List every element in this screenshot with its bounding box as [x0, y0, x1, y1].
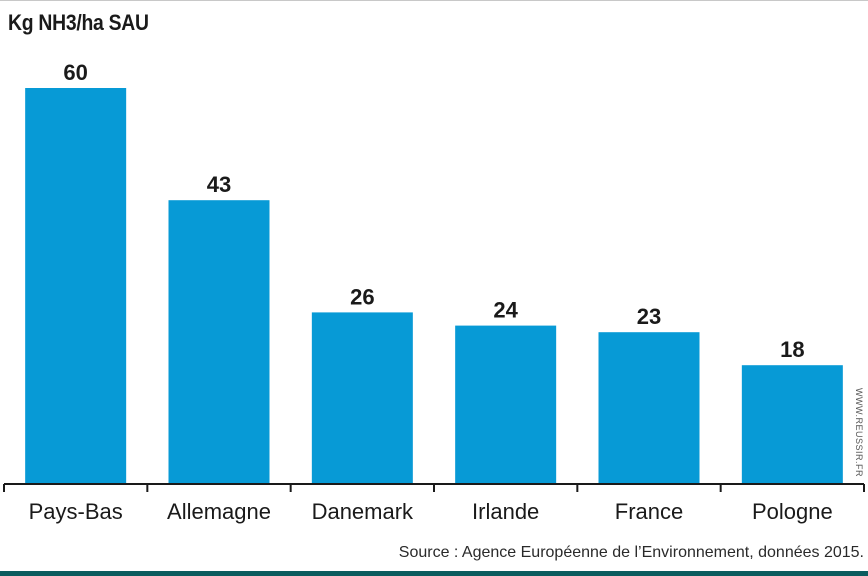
- bar-irlande: [455, 325, 557, 484]
- source-note: Source : Agence Européenne de l’Environn…: [398, 544, 864, 561]
- x-tick-label: France: [615, 499, 683, 524]
- x-tick-label: Irlande: [472, 499, 539, 524]
- y-axis-label: Kg NH3/ha SAU: [8, 10, 149, 35]
- bottom-band: [0, 571, 868, 576]
- data-label: 26: [350, 284, 374, 309]
- data-label: 18: [780, 337, 804, 362]
- site-credit: WWW.REUSSIR.FR: [854, 388, 864, 477]
- top-rule: [0, 0, 868, 1]
- x-tick-label: Pologne: [752, 499, 833, 524]
- x-tick-label: Allemagne: [167, 499, 271, 524]
- x-tick-label: Danemark: [312, 499, 414, 524]
- bar-pologne: [741, 365, 843, 484]
- data-label: 23: [637, 304, 661, 329]
- bar-pays-bas: [25, 88, 127, 484]
- data-label: 24: [493, 298, 518, 323]
- bar-allemagne: [168, 200, 270, 484]
- bar-danemark: [311, 312, 413, 484]
- x-tick-label: Pays-Bas: [29, 499, 123, 524]
- data-label: 43: [207, 172, 231, 197]
- bar-france: [598, 332, 700, 484]
- data-label: 60: [63, 60, 87, 85]
